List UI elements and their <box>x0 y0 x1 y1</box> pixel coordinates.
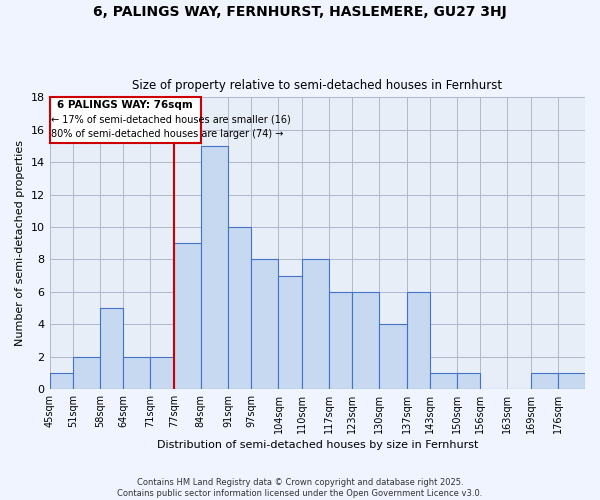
Bar <box>174 243 201 389</box>
Bar <box>201 146 228 389</box>
Text: ← 17% of semi-detached houses are smaller (16): ← 17% of semi-detached houses are smalle… <box>52 114 291 124</box>
Bar <box>151 356 174 389</box>
Bar <box>302 260 329 389</box>
Bar <box>50 372 73 389</box>
Title: Size of property relative to semi-detached houses in Fernhurst: Size of property relative to semi-detach… <box>132 79 502 92</box>
Bar <box>457 372 480 389</box>
Bar <box>379 324 407 389</box>
Text: 80% of semi-detached houses are larger (74) →: 80% of semi-detached houses are larger (… <box>52 129 284 139</box>
X-axis label: Distribution of semi-detached houses by size in Fernhurst: Distribution of semi-detached houses by … <box>157 440 478 450</box>
Bar <box>352 292 379 389</box>
Bar <box>558 372 585 389</box>
Bar <box>329 292 352 389</box>
Bar <box>100 308 123 389</box>
Bar <box>251 260 278 389</box>
Text: 6 PALINGS WAY: 76sqm: 6 PALINGS WAY: 76sqm <box>58 100 193 110</box>
Text: 6, PALINGS WAY, FERNHURST, HASLEMERE, GU27 3HJ: 6, PALINGS WAY, FERNHURST, HASLEMERE, GU… <box>93 5 507 19</box>
Bar <box>123 356 151 389</box>
FancyBboxPatch shape <box>50 98 201 142</box>
Bar <box>228 227 251 389</box>
Bar <box>430 372 457 389</box>
Text: Contains HM Land Registry data © Crown copyright and database right 2025.
Contai: Contains HM Land Registry data © Crown c… <box>118 478 482 498</box>
Bar <box>530 372 558 389</box>
Bar <box>278 276 302 389</box>
Bar <box>73 356 100 389</box>
Bar <box>407 292 430 389</box>
Y-axis label: Number of semi-detached properties: Number of semi-detached properties <box>15 140 25 346</box>
